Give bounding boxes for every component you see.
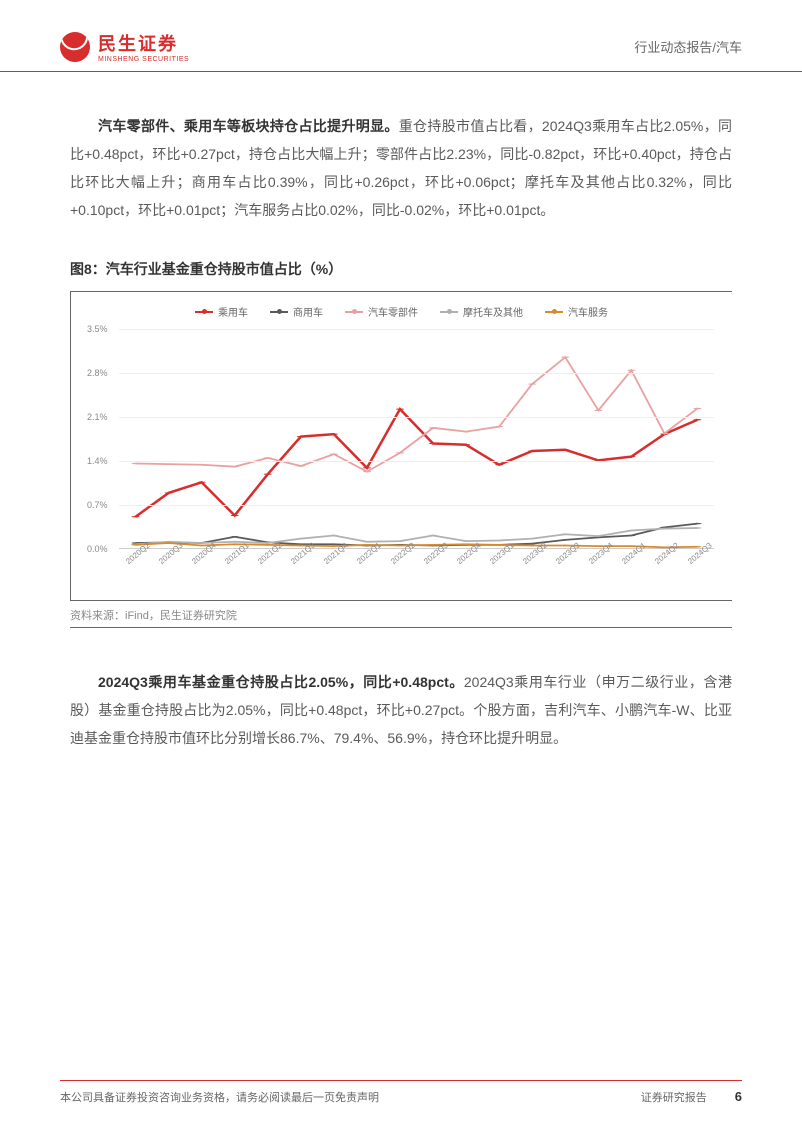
series-marker [693, 523, 701, 524]
legend-item: 摩托车及其他 [440, 304, 523, 319]
series-marker [231, 515, 239, 516]
series-marker [528, 383, 536, 384]
para2-bold: 2024Q3乘用车基金重仓持股占比2.05%，同比+0.48pct。 [98, 674, 464, 690]
series-marker [594, 410, 602, 411]
legend-marker-icon [270, 311, 288, 313]
series-marker [462, 431, 470, 432]
chart-source: 资料来源：iFind，民生证券研究院 [70, 607, 732, 628]
series-marker [131, 516, 139, 517]
series-marker [231, 466, 239, 467]
series-line [136, 409, 698, 517]
footer-report-label: 证券研究报告 [641, 1089, 707, 1105]
content: 汽车零部件、乘用车等板块持仓占比提升明显。重仓持股市值占比看，2024Q3乘用车… [0, 72, 802, 752]
chart-container: 乘用车商用车汽车零部件摩托车及其他汽车服务 0.0%0.7%1.4%2.1%2.… [70, 291, 732, 601]
series-marker [297, 436, 305, 437]
footer-right: 证券研究报告 6 [641, 1089, 742, 1105]
series-marker [363, 471, 371, 472]
legend-item: 汽车零部件 [345, 304, 418, 319]
logo-cn: 民生证券 [98, 30, 189, 56]
series-marker [627, 370, 635, 371]
series-marker [627, 456, 635, 457]
y-axis-label: 2.1% [87, 412, 108, 422]
gridline [119, 329, 714, 330]
series-marker [164, 463, 172, 464]
series-marker [495, 426, 503, 427]
minsheng-logo-icon [60, 32, 90, 62]
series-marker [627, 530, 635, 531]
legend-item: 商用车 [270, 304, 323, 319]
chart-plot-area: 0.0%0.7%1.4%2.1%2.8%3.5% [119, 329, 714, 549]
y-axis-label: 0.0% [87, 544, 108, 554]
series-marker [429, 443, 437, 444]
series-marker [462, 444, 470, 445]
series-marker [197, 482, 205, 483]
series-marker [495, 464, 503, 465]
chart-lines-svg [119, 329, 714, 548]
series-marker [561, 356, 569, 357]
legend-item: 乘用车 [195, 304, 248, 319]
chart-legend: 乘用车 商用车 汽车零部件 摩托车及其他 汽车服务 [89, 304, 714, 319]
gridline [119, 373, 714, 374]
series-marker [528, 450, 536, 451]
gridline [119, 461, 714, 462]
series-marker [561, 534, 569, 535]
legend-marker-icon [440, 311, 458, 313]
series-marker [660, 528, 668, 529]
series-marker [693, 408, 701, 409]
legend-label: 摩托车及其他 [463, 304, 523, 319]
y-axis-label: 0.7% [87, 500, 108, 510]
logo-text: 民生证券 MINSHENG SECURITIES [98, 30, 189, 63]
legend-marker-icon [195, 311, 213, 313]
legend-marker-icon [345, 311, 363, 313]
series-marker [660, 433, 668, 434]
legend-item: 汽车服务 [545, 304, 608, 319]
page-number: 6 [735, 1089, 742, 1104]
paragraph-2: 2024Q3乘用车基金重仓持股占比2.05%，同比+0.48pct。2024Q3… [70, 668, 732, 752]
gridline [119, 417, 714, 418]
header-category: 行业动态报告/汽车 [634, 37, 742, 56]
legend-label: 汽车服务 [568, 304, 608, 319]
paragraph-1: 汽车零部件、乘用车等板块持仓占比提升明显。重仓持股市值占比看，2024Q3乘用车… [70, 112, 732, 224]
series-marker [330, 453, 338, 454]
legend-label: 商用车 [293, 304, 323, 319]
series-marker [693, 419, 701, 420]
series-marker [561, 449, 569, 450]
series-marker [693, 527, 701, 528]
series-marker [131, 463, 139, 464]
logo-en: MINSHENG SECURITIES [98, 56, 189, 63]
series-marker [330, 433, 338, 434]
legend-label: 乘用车 [218, 304, 248, 319]
y-axis-label: 1.4% [87, 456, 108, 466]
series-marker [197, 464, 205, 465]
series-marker [297, 465, 305, 466]
series-marker [396, 452, 404, 453]
series-marker [363, 467, 371, 468]
y-axis-label: 2.8% [87, 368, 108, 378]
x-axis-labels: 2020Q22020Q32020Q42021Q12021Q22021Q32021… [119, 553, 714, 570]
series-marker [396, 408, 404, 409]
page-footer: 本公司具备证券投资咨询业务资格，请务必阅读最后一页免责声明 证券研究报告 6 [60, 1080, 742, 1105]
chart-title: 图8：汽车行业基金重仓持股市值占比（%） [70, 259, 732, 279]
series-marker [264, 473, 272, 474]
page-header: 民生证券 MINSHENG SECURITIES 行业动态报告/汽车 [0, 0, 802, 72]
series-marker [429, 427, 437, 428]
footer-disclaimer: 本公司具备证券投资咨询业务资格，请务必阅读最后一页免责声明 [60, 1089, 379, 1105]
legend-marker-icon [545, 311, 563, 313]
logo-block: 民生证券 MINSHENG SECURITIES [60, 30, 189, 63]
series-marker [164, 492, 172, 493]
series-marker [264, 457, 272, 458]
legend-label: 汽车零部件 [368, 304, 418, 319]
y-axis-label: 3.5% [87, 324, 108, 334]
gridline [119, 505, 714, 506]
series-line [136, 357, 698, 471]
para1-bold: 汽车零部件、乘用车等板块持仓占比提升明显。 [98, 118, 399, 134]
